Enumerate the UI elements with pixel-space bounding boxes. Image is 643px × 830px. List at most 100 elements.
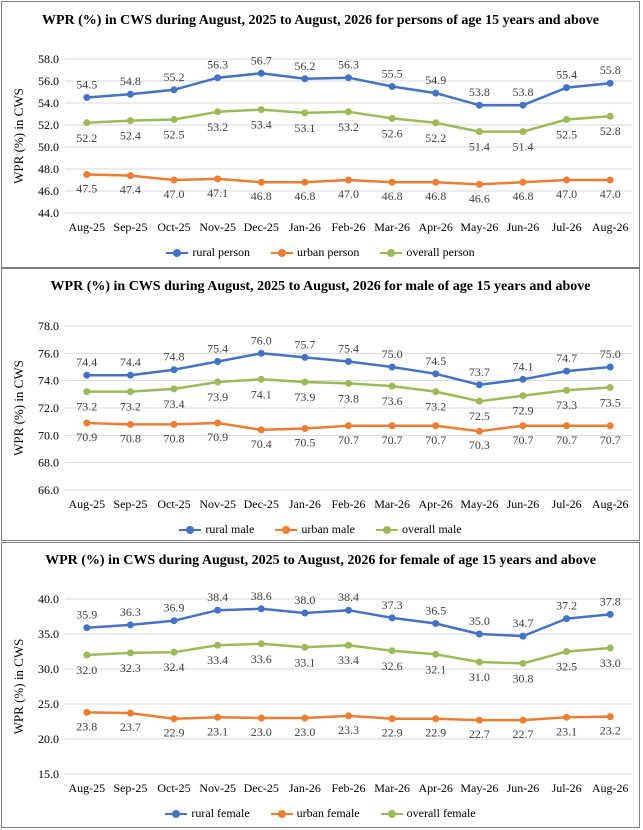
data-point [301, 643, 309, 651]
y-tick-label: 20.0 [38, 732, 59, 746]
legend-swatch [275, 525, 298, 535]
x-tick-label: May-26 [460, 497, 498, 511]
data-label: 56.2 [294, 59, 315, 73]
x-tick-label: Apr-26 [419, 781, 453, 795]
chart-title: WPR (%) in CWS during August, 2025 to Au… [41, 13, 600, 28]
data-point [126, 371, 134, 379]
chart-svg: 66.0 68.0 70.0 72.0 74.0 76.0 78.0 Aug-25 Sep-25… [11, 319, 632, 511]
data-label: 23.0 [294, 725, 315, 739]
data-point [388, 83, 396, 90]
data-point [345, 606, 352, 614]
data-label: 32.3 [120, 661, 141, 675]
data-label: 23.1 [207, 724, 228, 738]
data-point [475, 630, 483, 638]
x-tick-label: Jun-26 [507, 497, 540, 511]
data-point [563, 713, 571, 721]
data-point [563, 367, 571, 375]
data-point [83, 371, 91, 379]
data-point [301, 353, 309, 361]
data-label: 70.9 [76, 430, 97, 444]
data-point [126, 90, 134, 98]
data-label: 33.0 [600, 656, 621, 670]
data-point [432, 388, 440, 396]
x-tick-label: Dec-25 [244, 497, 279, 511]
legend-label: overall person [406, 245, 475, 259]
data-label: 23.1 [556, 724, 577, 738]
data-point [345, 712, 352, 720]
data-point [83, 708, 91, 716]
data-label: 47.0 [338, 187, 359, 201]
x-tick-label: May-26 [460, 220, 498, 234]
x-tick-label: Aug-26 [592, 781, 629, 795]
data-point [170, 715, 178, 723]
data-point [170, 366, 178, 374]
data-point [301, 178, 309, 186]
legend-swatch [179, 525, 202, 535]
chart-legend: rural female urban female overall female [2, 806, 639, 821]
data-label: 52.2 [425, 131, 446, 145]
data-point [563, 386, 571, 394]
data-point [519, 632, 527, 640]
data-label: 32.4 [164, 660, 185, 674]
legend-item: overall person [380, 245, 475, 260]
data-label: 47.4 [120, 183, 141, 197]
data-label: 22.9 [382, 726, 403, 740]
data-label: 37.2 [556, 599, 577, 613]
data-label: 76.0 [251, 333, 272, 347]
legend-swatch [165, 809, 188, 819]
legend-label: urban female [296, 806, 360, 820]
x-tick-label: Feb-26 [332, 497, 366, 511]
data-point [257, 349, 265, 357]
data-point [606, 713, 614, 721]
data-label: 73.2 [76, 400, 97, 414]
chart-title: WPR (%) in CWS during August, 2025 to Au… [45, 553, 596, 568]
data-label: 33.1 [294, 655, 315, 669]
data-point [475, 427, 483, 435]
data-point [432, 178, 440, 186]
data-point [519, 659, 527, 667]
data-label: 23.2 [600, 724, 621, 738]
y-tick-label: 72.0 [38, 401, 59, 415]
legend-swatch [166, 248, 189, 258]
data-point [519, 392, 527, 400]
y-tick-label: 40.0 [38, 592, 59, 606]
data-point [519, 178, 527, 186]
data-label: 70.8 [164, 431, 185, 445]
data-label: 37.3 [382, 598, 403, 612]
data-point [432, 89, 440, 97]
legend-item: urban male [275, 522, 355, 537]
data-label: 70.7 [425, 433, 446, 447]
data-point [519, 422, 527, 430]
data-label: 22.9 [164, 726, 185, 740]
data-point [257, 106, 265, 114]
data-label: 54.9 [425, 73, 446, 87]
legend-item: overall female [380, 806, 476, 821]
chart-svg: 44.0 46.0 48.0 50.0 52.0 54.0 56.0 58.0 Aug-25 Se… [11, 52, 632, 234]
data-label: 74.4 [120, 355, 141, 369]
data-point [170, 648, 178, 656]
data-label: 73.2 [425, 400, 446, 414]
data-label: 30.8 [512, 671, 533, 685]
x-tick-label: Jul-26 [552, 220, 582, 234]
data-label: 56.3 [338, 58, 359, 72]
data-point [345, 176, 352, 184]
legend-label: rural person [192, 245, 250, 259]
data-label: 33.4 [207, 653, 228, 667]
data-label: 33.4 [338, 653, 359, 667]
data-label: 34.7 [512, 616, 533, 630]
legend-label: urban person [297, 245, 360, 259]
data-label: 75.7 [294, 337, 315, 351]
y-tick-label: 68.0 [38, 456, 59, 470]
data-label: 74.8 [164, 350, 185, 364]
legend-label: overall male [402, 522, 462, 536]
data-label: 72.5 [469, 409, 490, 423]
data-label: 35.9 [76, 608, 97, 622]
data-point [257, 426, 265, 434]
data-label: 75.0 [600, 347, 621, 361]
data-point [388, 614, 396, 622]
data-point [301, 109, 309, 117]
data-point [432, 715, 440, 723]
data-point [432, 422, 440, 430]
data-point [606, 112, 614, 120]
x-tick-label: Jul-26 [552, 781, 582, 795]
